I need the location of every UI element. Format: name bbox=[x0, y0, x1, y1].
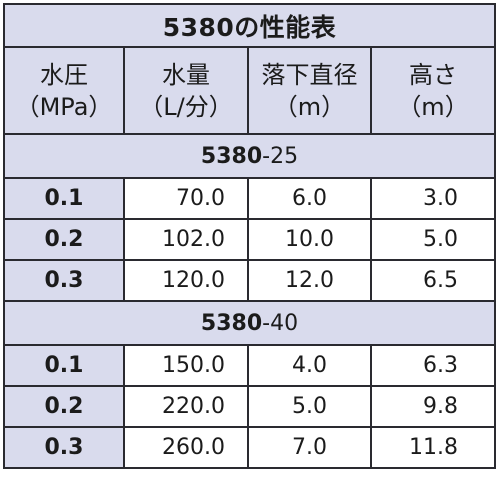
diameter-cell: 7.0 bbox=[247, 426, 372, 469]
header-flow: 水量 （L/分） bbox=[123, 46, 249, 135]
pressure-cell: 0.3 bbox=[3, 426, 125, 469]
diameter-cell: 12.0 bbox=[247, 259, 372, 302]
header-height: 高さ （m） bbox=[369, 46, 497, 135]
flow-cell: 102.0 bbox=[123, 218, 249, 261]
pressure-cell: 0.1 bbox=[3, 344, 125, 387]
diameter-cell: 6.0 bbox=[247, 177, 372, 220]
title-row: 5380の性能表 bbox=[2, 3, 497, 48]
height-cell: 11.8 bbox=[369, 426, 497, 469]
header-pressure: 水圧 （MPa） bbox=[3, 46, 125, 135]
height-cell: 5.0 bbox=[369, 218, 497, 261]
header-diameter: 落下直径 （m） bbox=[247, 46, 372, 135]
diameter-cell: 4.0 bbox=[247, 344, 372, 387]
header-row: 水圧 （MPa） 水量 （L/分） 落下直径 （m） 高さ （m） bbox=[3, 46, 497, 135]
model-label: 5380-25 bbox=[2, 133, 497, 179]
pressure-cell: 0.3 bbox=[3, 259, 125, 302]
flow-cell: 260.0 bbox=[123, 426, 249, 469]
pressure-cell: 0.1 bbox=[3, 177, 125, 220]
table-row: 0.2 102.0 10.0 5.0 bbox=[3, 218, 497, 261]
model-row: 5380-25 bbox=[2, 133, 497, 179]
table-title: 5380の性能表 bbox=[2, 3, 497, 48]
height-cell: 6.3 bbox=[369, 344, 497, 387]
height-cell: 9.8 bbox=[369, 385, 497, 428]
height-cell: 3.0 bbox=[369, 177, 497, 220]
table-row: 0.2 220.0 5.0 9.8 bbox=[3, 385, 497, 428]
model-row: 5380-40 bbox=[2, 300, 497, 346]
diameter-cell: 5.0 bbox=[247, 385, 372, 428]
performance-table: 5380の性能表 水圧 （MPa） 水量 （L/分） 落下直径 （m） 高さ （m） 5… bbox=[2, 3, 497, 469]
table-row: 0.1 150.0 4.0 6.3 bbox=[3, 344, 497, 387]
flow-cell: 120.0 bbox=[123, 259, 249, 302]
flow-cell: 150.0 bbox=[123, 344, 249, 387]
diameter-cell: 10.0 bbox=[247, 218, 372, 261]
table-row: 0.3 120.0 12.0 6.5 bbox=[3, 259, 497, 302]
table-row: 0.3 260.0 7.0 11.8 bbox=[3, 426, 497, 469]
flow-cell: 220.0 bbox=[123, 385, 249, 428]
pressure-cell: 0.2 bbox=[3, 218, 125, 261]
table-row: 0.1 70.0 6.0 3.0 bbox=[3, 177, 497, 220]
height-cell: 6.5 bbox=[369, 259, 497, 302]
pressure-cell: 0.2 bbox=[3, 385, 125, 428]
performance-table-container: 5380の性能表 水圧 （MPa） 水量 （L/分） 落下直径 （m） 高さ （m） 5… bbox=[2, 3, 497, 489]
flow-cell: 70.0 bbox=[123, 177, 249, 220]
model-label: 5380-40 bbox=[2, 300, 497, 346]
